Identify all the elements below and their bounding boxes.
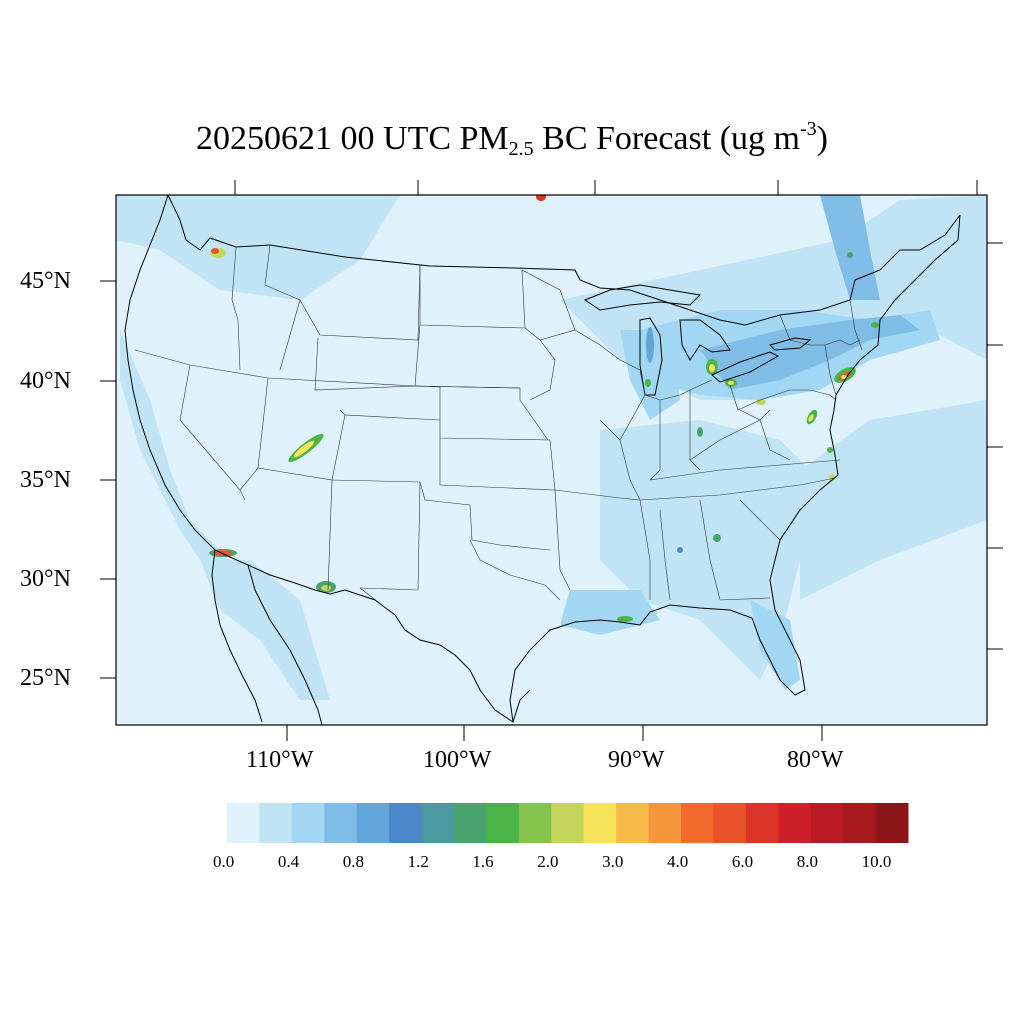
hotspot-boston xyxy=(871,322,879,328)
colorbar-swatch xyxy=(421,803,455,843)
colorbar-swatch xyxy=(356,803,390,843)
hotspot-ohio-core xyxy=(728,381,734,385)
colorbar-swatch xyxy=(551,803,585,843)
lat-label-45: 45°N xyxy=(20,268,71,294)
left-ticks xyxy=(100,280,116,679)
lake-superior xyxy=(583,284,702,311)
colorbar-swatch xyxy=(227,803,260,843)
lat-label-35: 35°N xyxy=(20,467,71,493)
mexico-coast xyxy=(211,549,531,725)
field-northwest xyxy=(116,195,400,300)
colorbar-label: 8.0 xyxy=(796,852,818,871)
title-prefix: 20250621 00 UTC PM xyxy=(196,120,509,157)
colorbar-swatch xyxy=(810,803,844,843)
colorbar-swatch xyxy=(745,803,779,843)
colorbar-swatch xyxy=(875,803,909,843)
colorbar-swatch xyxy=(259,803,293,843)
map-title: 20250621 00 UTC PM2.5 BC Forecast (ug m-… xyxy=(0,118,1024,161)
bottom-ticks xyxy=(286,725,823,741)
hotspot-utah-core xyxy=(293,440,315,458)
colorbar-label: 1.2 xyxy=(407,852,429,871)
lat-label-30: 30°N xyxy=(20,566,71,592)
hotspot-washington-core xyxy=(211,248,219,254)
lon-label-80w: 80°W xyxy=(787,747,844,773)
title-suffix: ) xyxy=(816,120,828,157)
colorbar-swatch xyxy=(389,803,423,843)
hotspot-indianapolis xyxy=(697,427,703,437)
hotspot-louisiana xyxy=(617,616,633,622)
lat-label-40: 40°N xyxy=(20,368,71,394)
field-northeast-dark xyxy=(700,315,920,390)
colorbar xyxy=(227,803,909,843)
field-quebec xyxy=(820,195,880,300)
colorbar-swatch xyxy=(681,803,714,843)
hotspot-montreal xyxy=(847,252,853,258)
field-great-lakes xyxy=(620,330,680,420)
colorbar-swatch xyxy=(454,803,487,843)
colorbar-label: 2.0 xyxy=(537,852,559,871)
colorbar-label: 0.8 xyxy=(342,852,364,871)
colorbar-swatch xyxy=(778,803,812,843)
map-frame xyxy=(115,194,988,726)
hotspot-carolina xyxy=(829,474,835,482)
us-outline xyxy=(124,195,961,724)
right-ticks xyxy=(987,242,1003,650)
colorbar-swatch xyxy=(713,803,747,843)
lat-label-25: 25°N xyxy=(20,665,71,691)
colorbar-label: 10.0 xyxy=(861,852,892,871)
lon-label-100w: 100°W xyxy=(423,747,492,773)
top-ticks xyxy=(234,180,978,195)
hotspot-birmingham xyxy=(677,547,683,553)
lon-label-90w: 90°W xyxy=(608,747,665,773)
hotspot-norfolk xyxy=(827,447,833,453)
colorbar-swatch xyxy=(518,803,552,843)
colorbar-swatch xyxy=(648,803,682,843)
colorbar-label: 1.6 xyxy=(472,852,494,871)
title-superscript: -3 xyxy=(799,118,817,140)
colorbar-label: 6.0 xyxy=(731,852,754,871)
hotspot-lake-michigan xyxy=(645,379,651,387)
lake-michigan xyxy=(639,317,663,396)
colorbar-swatch xyxy=(843,803,877,843)
colorbar-swatch xyxy=(324,803,358,843)
hotspot-chicago xyxy=(646,327,654,363)
map-field xyxy=(116,195,987,725)
colorbar-swatch xyxy=(486,803,520,843)
colorbar-swatch xyxy=(291,803,325,843)
colorbar-label: 4.0 xyxy=(667,852,689,871)
colorbar-swatch xyxy=(616,803,650,843)
lon-label-110w: 110°W xyxy=(246,747,314,773)
colorbar-label: 0.0 xyxy=(213,852,235,871)
colorbar-label: 0.4 xyxy=(277,852,300,871)
lake-huron xyxy=(679,319,731,361)
hotspot-atlanta xyxy=(713,534,721,542)
hotspot-dc-core xyxy=(808,414,814,422)
field-atlantic xyxy=(800,400,987,600)
lake-erie xyxy=(711,351,780,383)
hotspot-manitoba xyxy=(536,195,546,201)
title-middle: BC Forecast (ug m xyxy=(533,120,800,157)
field-florida xyxy=(750,600,800,690)
field-california xyxy=(120,330,230,590)
hotspot-nyc-center xyxy=(841,375,847,379)
title-subscript: 2.5 xyxy=(508,138,534,160)
colorbar-swatch xyxy=(583,803,617,843)
hotspot-detroit-core xyxy=(709,364,715,372)
colorbar-label: 3.0 xyxy=(602,852,624,871)
state-borders xyxy=(134,244,863,616)
hotspot-arizona-core xyxy=(321,585,331,591)
